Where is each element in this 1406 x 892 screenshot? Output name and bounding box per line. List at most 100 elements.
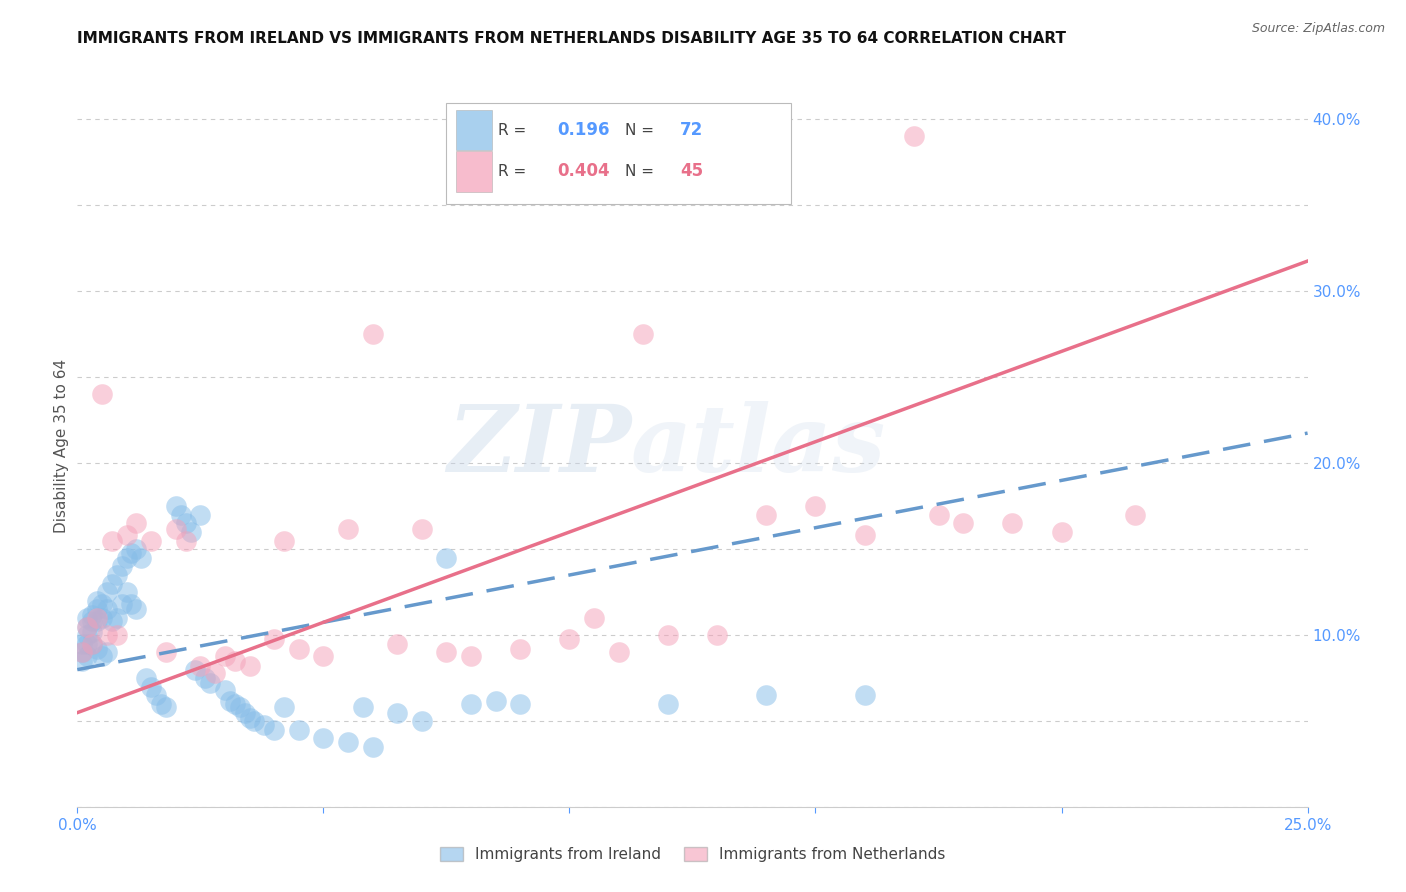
Point xyxy=(115,528,138,542)
Point xyxy=(607,645,630,659)
Point xyxy=(361,327,384,342)
Point xyxy=(70,654,93,668)
Point xyxy=(86,642,108,657)
Point xyxy=(273,700,295,714)
Point xyxy=(952,516,974,531)
Point xyxy=(387,706,409,720)
Point xyxy=(224,654,246,668)
Point xyxy=(86,602,108,616)
Point xyxy=(82,624,104,639)
Point xyxy=(96,645,118,659)
Point xyxy=(165,522,187,536)
Point xyxy=(125,516,148,531)
Point xyxy=(115,550,138,565)
Text: 72: 72 xyxy=(681,121,703,139)
Point xyxy=(180,524,202,539)
Text: 0.196: 0.196 xyxy=(557,121,610,139)
Point xyxy=(76,620,98,634)
Point xyxy=(903,129,925,144)
FancyBboxPatch shape xyxy=(457,152,492,192)
Point xyxy=(90,611,114,625)
Point xyxy=(111,559,132,574)
Point xyxy=(229,700,252,714)
Point xyxy=(101,576,124,591)
Point xyxy=(928,508,950,522)
Point xyxy=(165,500,187,514)
Point xyxy=(243,714,266,729)
Point xyxy=(204,666,226,681)
Point xyxy=(214,683,236,698)
Point xyxy=(174,533,197,548)
Point xyxy=(105,611,128,625)
Point xyxy=(194,671,217,685)
Point xyxy=(273,533,295,548)
Point xyxy=(361,740,384,755)
Text: atlas: atlas xyxy=(631,401,886,491)
Text: 0.404: 0.404 xyxy=(557,162,610,180)
Point xyxy=(90,387,114,401)
Point xyxy=(150,697,173,711)
Point xyxy=(200,676,222,690)
Point xyxy=(312,731,335,746)
Point xyxy=(657,628,679,642)
Point xyxy=(86,594,108,608)
Point xyxy=(337,735,360,749)
Point xyxy=(485,693,508,707)
Point xyxy=(755,508,778,522)
Point xyxy=(190,659,212,673)
Point xyxy=(90,648,114,663)
Point xyxy=(460,648,482,663)
Text: Source: ZipAtlas.com: Source: ZipAtlas.com xyxy=(1251,22,1385,36)
Point xyxy=(115,585,138,599)
Point xyxy=(111,597,132,611)
Point xyxy=(105,568,128,582)
Point xyxy=(633,327,655,342)
Point xyxy=(76,611,98,625)
Point xyxy=(101,615,124,629)
Point xyxy=(288,723,311,737)
Point xyxy=(82,615,104,629)
FancyBboxPatch shape xyxy=(447,103,792,204)
Point xyxy=(82,607,104,622)
Point xyxy=(76,637,98,651)
Point xyxy=(105,628,128,642)
Point xyxy=(312,648,335,663)
Point xyxy=(219,693,242,707)
Point xyxy=(86,611,108,625)
Point xyxy=(70,645,93,659)
Y-axis label: Disability Age 35 to 64: Disability Age 35 to 64 xyxy=(53,359,69,533)
Point xyxy=(174,516,197,531)
Point xyxy=(853,689,876,703)
Point xyxy=(125,542,148,557)
Point xyxy=(460,697,482,711)
Text: R =: R = xyxy=(498,164,526,179)
Point xyxy=(184,663,207,677)
Point xyxy=(239,711,262,725)
Point xyxy=(436,645,458,659)
Point xyxy=(1050,524,1073,539)
Point xyxy=(82,637,104,651)
Point xyxy=(155,700,177,714)
Point xyxy=(101,533,124,548)
Point xyxy=(436,550,458,565)
Point xyxy=(96,628,118,642)
Point xyxy=(509,642,531,657)
Point xyxy=(288,642,311,657)
Point xyxy=(76,620,98,634)
Point xyxy=(1125,508,1147,522)
Text: 45: 45 xyxy=(681,162,703,180)
Text: N =: N = xyxy=(624,123,654,137)
Point xyxy=(411,714,433,729)
Text: N =: N = xyxy=(624,164,654,179)
Point xyxy=(96,602,118,616)
Point xyxy=(125,602,148,616)
Point xyxy=(96,585,118,599)
Point xyxy=(90,597,114,611)
Point xyxy=(70,645,93,659)
Point xyxy=(657,697,679,711)
Text: ZIP: ZIP xyxy=(447,401,631,491)
Point xyxy=(755,689,778,703)
Point xyxy=(411,522,433,536)
Point xyxy=(121,597,143,611)
Point xyxy=(141,533,163,548)
